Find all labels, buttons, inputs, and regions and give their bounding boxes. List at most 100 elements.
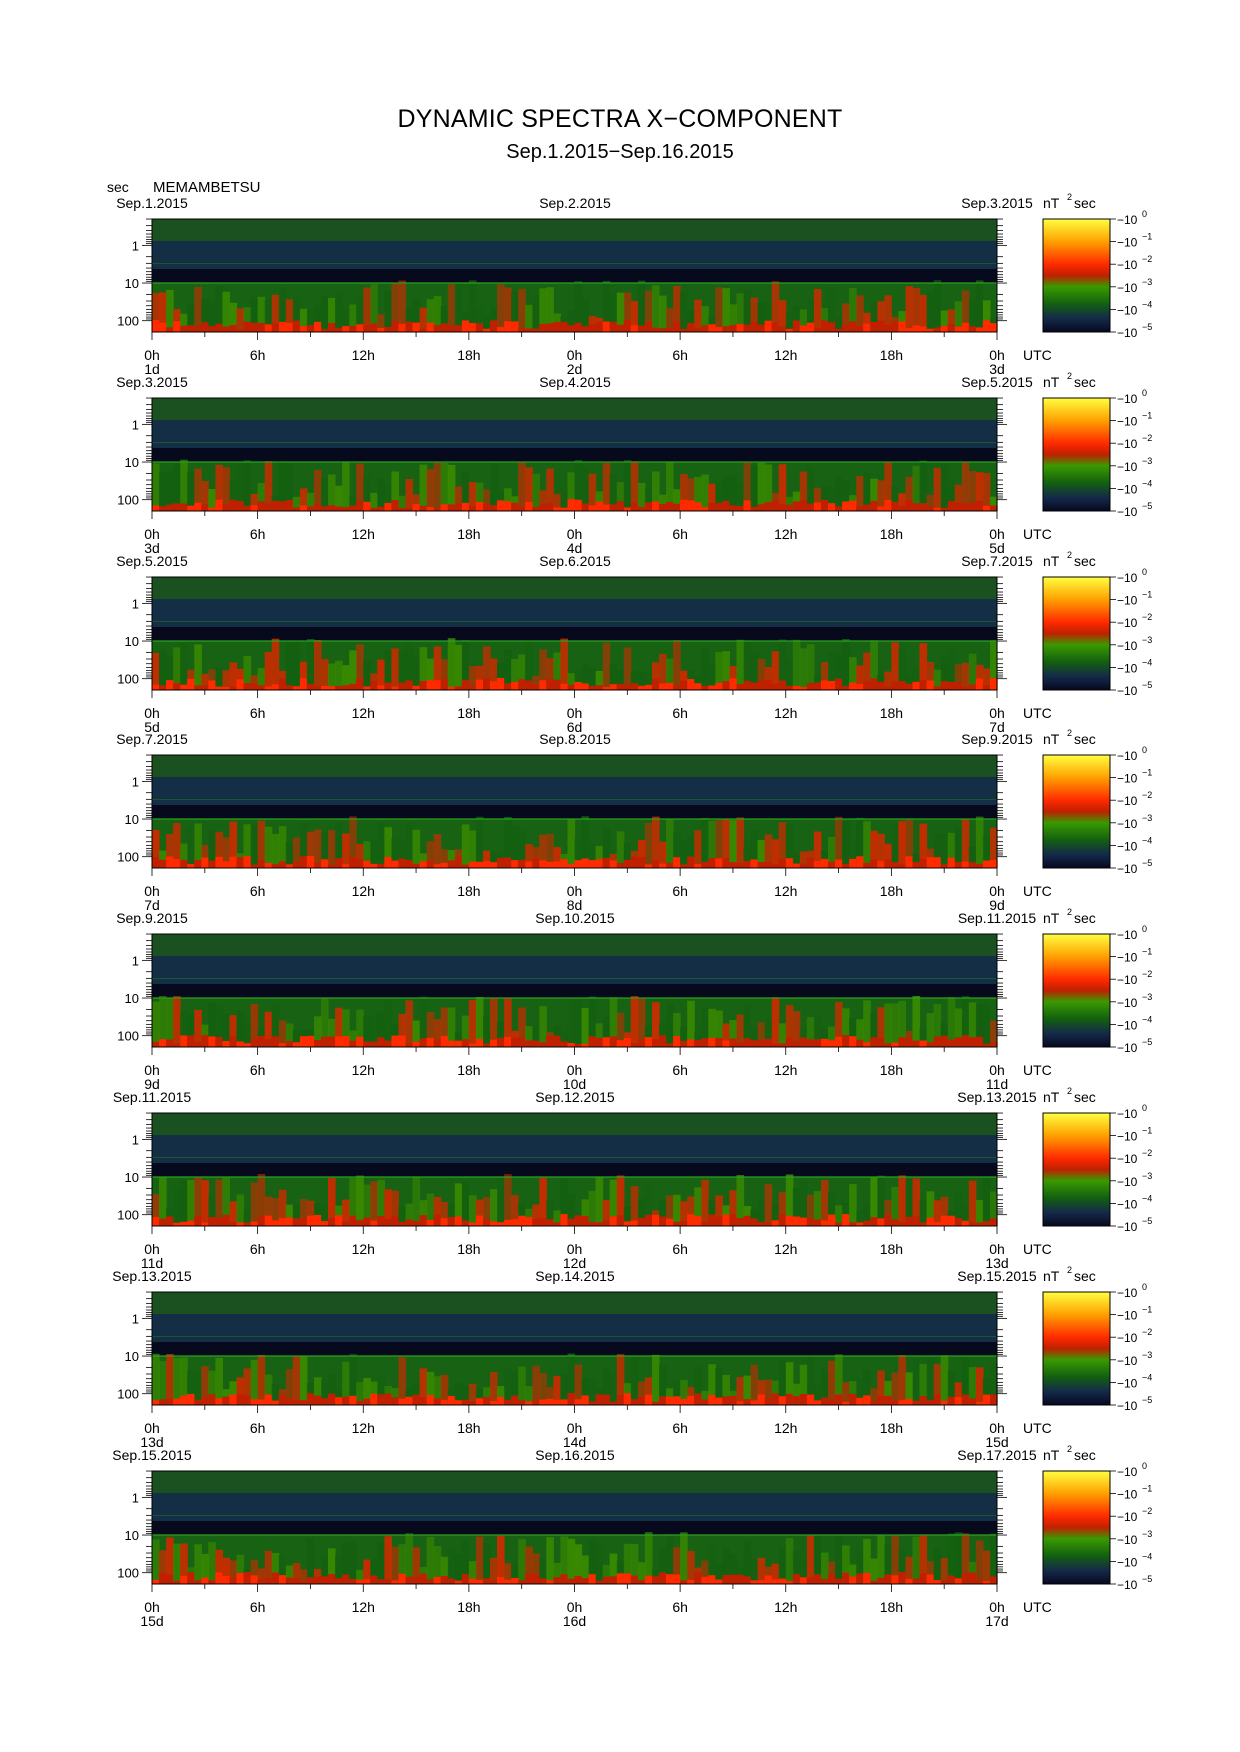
heatmap-cell bbox=[222, 504, 230, 511]
heatmap-cell bbox=[933, 1394, 942, 1405]
utc-label: UTC bbox=[1023, 1241, 1052, 1257]
heatmap-cell bbox=[673, 831, 681, 868]
x-tick-label: 6h bbox=[672, 705, 688, 721]
heatmap-cell bbox=[194, 1373, 202, 1405]
heatmap-cell bbox=[863, 1202, 871, 1226]
heatmap-cell bbox=[475, 1199, 484, 1226]
heatmap-cell bbox=[630, 1575, 639, 1584]
heatmap-cell bbox=[757, 1380, 766, 1405]
heatmap-cell bbox=[630, 856, 639, 868]
heatmap-cell bbox=[968, 299, 977, 332]
heatmap-cell bbox=[743, 324, 752, 332]
heatmap-cell bbox=[560, 507, 568, 511]
heatmap-cell bbox=[229, 302, 238, 332]
heatmap-cell bbox=[842, 639, 850, 690]
panel-date-right: Sep.17.2015 bbox=[957, 1447, 1037, 1463]
heatmap-cell bbox=[426, 507, 435, 511]
heatmap-cell bbox=[166, 1216, 174, 1226]
heatmap-cell bbox=[750, 321, 759, 332]
panel-date-right: Sep.15.2015 bbox=[957, 1268, 1037, 1284]
heatmap-cell bbox=[968, 1180, 977, 1226]
day-label-left: 15d bbox=[140, 1613, 163, 1629]
heatmap-cell bbox=[954, 1008, 963, 1047]
heatmap-cell bbox=[511, 321, 519, 332]
heatmap-cell bbox=[166, 998, 174, 1047]
x-tick-label: 6h bbox=[672, 1241, 688, 1257]
colorbar-unit-exp: 2 bbox=[1067, 371, 1072, 381]
heatmap-cell bbox=[729, 666, 737, 690]
heatmap-cell bbox=[835, 328, 843, 332]
heatmap-cell bbox=[257, 1399, 266, 1405]
heatmap-cell bbox=[891, 1219, 899, 1226]
heatmap-cell bbox=[567, 998, 576, 1047]
heatmap-cell bbox=[356, 324, 364, 332]
heatmap-cell bbox=[961, 686, 970, 690]
heatmap-cell bbox=[659, 841, 667, 868]
heatmap-cell bbox=[285, 299, 294, 332]
heatmap-cell bbox=[736, 639, 745, 690]
heatmap-cell bbox=[271, 1383, 280, 1405]
heatmap-cell bbox=[299, 856, 308, 868]
heatmap-cell bbox=[687, 1580, 695, 1584]
heatmap-cell bbox=[588, 1036, 597, 1047]
x-tick-label: 0h bbox=[989, 1599, 1005, 1615]
heatmap-cell bbox=[616, 1394, 625, 1405]
x-tick-label: 18h bbox=[880, 883, 903, 899]
heatmap-cell bbox=[454, 1382, 463, 1405]
heatmap-cell bbox=[630, 1544, 639, 1584]
heatmap-cell bbox=[377, 327, 385, 332]
heatmap-cell bbox=[666, 1534, 674, 1584]
heatmap-cell bbox=[849, 1381, 857, 1405]
heatmap-cell bbox=[187, 304, 195, 332]
panel-date-right: Sep.3.2015 bbox=[961, 195, 1033, 211]
heatmap-cell bbox=[673, 285, 681, 332]
heatmap-cell bbox=[384, 1393, 392, 1405]
heatmap-cell bbox=[954, 1218, 963, 1226]
heatmap-cell bbox=[173, 682, 181, 690]
heatmap-cell bbox=[187, 1572, 195, 1584]
x-tick-label: 12h bbox=[352, 526, 375, 542]
heatmap-cell bbox=[173, 463, 181, 511]
heatmap-cell bbox=[849, 858, 857, 868]
heatmap-cell bbox=[743, 1539, 752, 1584]
heatmap-cell bbox=[715, 820, 723, 868]
x-tick-label: 12h bbox=[774, 1599, 797, 1615]
heatmap-cell bbox=[539, 680, 547, 690]
heatmap-cell bbox=[271, 1400, 280, 1405]
heatmap-cell bbox=[652, 679, 660, 690]
heatmap-cell bbox=[975, 1540, 984, 1584]
heatmap-cell bbox=[426, 1371, 435, 1405]
heatmap-cell bbox=[236, 1554, 245, 1584]
heatmap-cell bbox=[821, 486, 829, 511]
heatmap-cell bbox=[722, 1214, 730, 1226]
heatmap-cell bbox=[764, 1379, 773, 1405]
x-tick-label: 6h bbox=[672, 526, 688, 542]
x-tick-label: 0h bbox=[989, 883, 1005, 899]
heatmap-cell bbox=[778, 504, 787, 511]
heatmap-cell bbox=[539, 834, 547, 868]
heatmap-cell bbox=[159, 292, 167, 332]
heatmap-cell bbox=[497, 1577, 505, 1584]
heatmap-cell bbox=[630, 1186, 639, 1226]
heatmap-cell bbox=[990, 496, 998, 511]
heatmap-cell bbox=[454, 1400, 463, 1405]
heatmap-cell bbox=[405, 860, 414, 868]
heatmap-cell bbox=[321, 686, 329, 690]
heatmap-cell bbox=[722, 1396, 730, 1405]
heatmap-cell bbox=[215, 1006, 223, 1047]
heatmap-cell bbox=[152, 320, 160, 332]
heatmap-cell bbox=[919, 858, 928, 868]
heatmap-cell bbox=[314, 1016, 322, 1047]
heatmap-cell bbox=[982, 1394, 991, 1405]
heatmap-cell bbox=[729, 304, 737, 332]
heatmap-cell bbox=[842, 1545, 850, 1584]
heatmap-cell bbox=[623, 647, 632, 690]
heatmap-cell bbox=[391, 838, 399, 868]
heatmap-cell bbox=[736, 863, 745, 868]
heatmap-cell bbox=[954, 502, 963, 511]
heatmap-cell bbox=[813, 682, 822, 690]
heatmap-cell bbox=[849, 1017, 857, 1047]
heatmap-cell bbox=[821, 1028, 829, 1047]
heatmap-cell bbox=[497, 662, 505, 690]
heatmap-cell bbox=[905, 1398, 914, 1405]
